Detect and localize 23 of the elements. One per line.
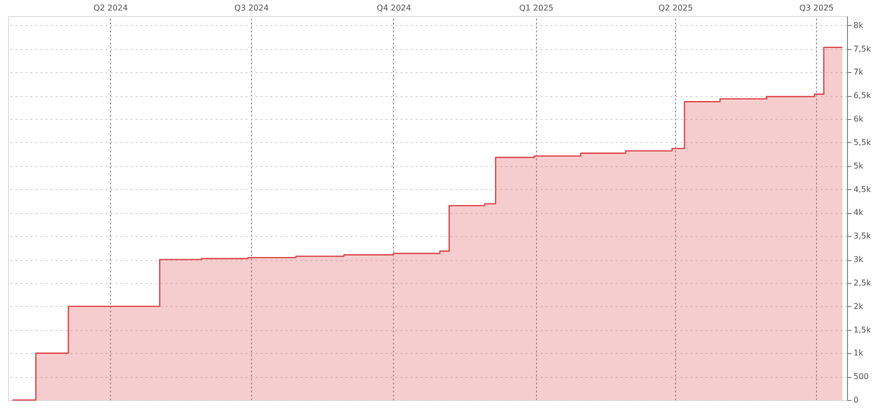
y-tick-label: 8k [854,20,864,30]
x-tick-label: Q3 2025 [799,4,834,12]
x-tick-label: Q4 2024 [376,4,412,12]
y-tick-label: 3k [854,255,864,264]
y-tick-label: 6k [854,114,864,124]
y-tick-label: 4,5k [854,184,872,194]
x-tick-label: Q3 2024 [234,4,269,12]
y-tick-label: 6,5k [854,91,872,100]
x-tick-label: Q1 2025 [519,4,554,12]
y-tick-label: 7k [854,68,864,77]
y-tick-label: 3,5k [854,232,872,241]
y-tick-label: 1k [854,348,864,358]
x-tick-label: Q2 2025 [658,4,693,12]
y-tick-label: 5,5k [854,138,872,147]
y-tick-label: 4k [854,208,864,218]
y-tick-label: 0 [854,396,859,404]
y-tick-label: 2,5k [854,278,872,288]
y-tick-label: 7,5k [854,44,872,54]
y-tick-label: 2k [854,302,864,311]
x-tick-label: Q2 2024 [94,4,128,12]
y-tick-label: 500 [854,372,869,382]
y-tick-label: 5k [854,161,864,170]
y-tick-label: 1,5k [854,325,872,334]
